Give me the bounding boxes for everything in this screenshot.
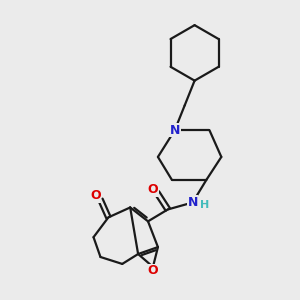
Text: O: O [148,183,158,196]
Text: H: H [200,200,209,211]
Text: N: N [188,196,198,209]
Text: O: O [148,264,158,278]
Text: N: N [169,124,180,137]
Text: O: O [90,189,101,202]
